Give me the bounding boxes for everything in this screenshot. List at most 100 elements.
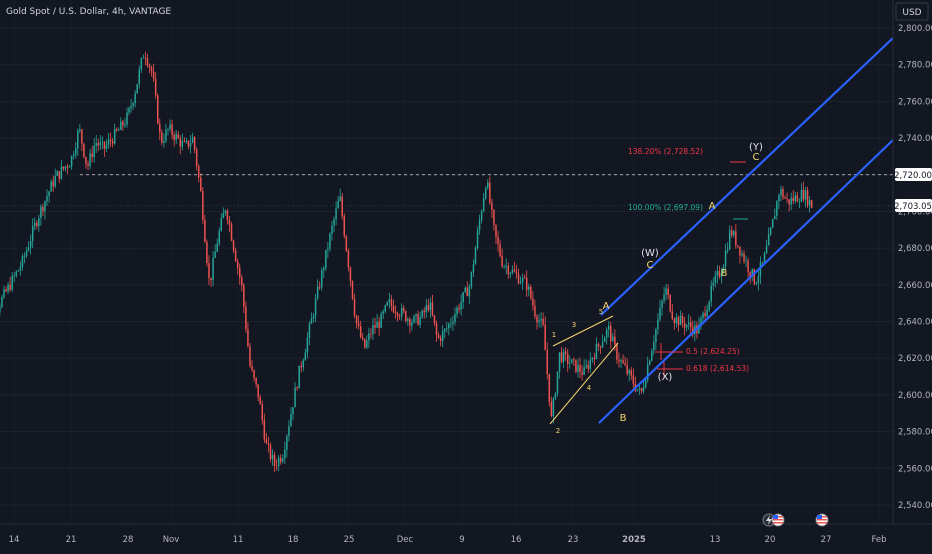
price-tick-label: 2,580.00: [898, 428, 932, 438]
candle-body: [737, 245, 739, 247]
time-tick-label: Nov: [163, 535, 180, 545]
candle-body: [441, 331, 444, 341]
candle-body: [296, 387, 298, 389]
candle-body: [230, 224, 233, 241]
time-tick-label: 21: [66, 535, 77, 545]
candle-body: [655, 329, 657, 343]
candle-body: [735, 231, 737, 246]
price-tick-label: 2,600.00: [898, 391, 932, 401]
candle-body: [13, 275, 15, 277]
candle-body: [771, 219, 774, 228]
candle-body: [255, 377, 257, 385]
candle-body: [730, 230, 733, 236]
candle-body: [614, 336, 616, 345]
candle-body: [113, 129, 116, 144]
wave-label: C: [647, 260, 654, 271]
candle-body: [511, 269, 514, 274]
time-tick-label: 2025: [622, 535, 646, 545]
candle-body: [792, 197, 794, 201]
candle-body: [530, 286, 532, 299]
candle-body: [482, 198, 485, 212]
candle-body: [87, 163, 89, 166]
candle-body: [236, 261, 239, 268]
candle-body: [466, 287, 469, 297]
candle-body: [177, 134, 179, 139]
time-axis[interactable]: 14 21 28 Nov 11 18 25 Dec 9 16 23 2025 13 20 27 Feb: [9, 535, 887, 545]
price-tick-label: 2,700.00: [898, 207, 932, 217]
candle-body: [212, 257, 214, 281]
candle-body: [165, 129, 167, 141]
price-tick-label: 2,800.00: [898, 24, 932, 34]
candle-body: [411, 322, 413, 326]
candle-body: [421, 310, 423, 318]
price-tick-label: 2,680.00: [898, 244, 932, 254]
candle-body: [751, 269, 753, 277]
candle-body: [58, 171, 61, 179]
candle-body: [376, 321, 378, 328]
candle-body: [724, 250, 727, 267]
candle-body: [70, 156, 73, 167]
candle-body: [253, 370, 255, 378]
candle-body: [7, 284, 9, 292]
candle-body: [456, 307, 458, 315]
candle-body: [56, 171, 59, 176]
candle-body: [419, 317, 421, 325]
candle-body: [810, 200, 813, 208]
candle-body: [671, 311, 674, 319]
candle-body: [540, 318, 542, 321]
candle-body: [72, 154, 75, 157]
candle-body: [115, 129, 118, 131]
candle-body: [806, 190, 809, 206]
candle-body: [220, 218, 223, 231]
level-price-tag: [895, 168, 932, 181]
candle-body: [337, 200, 339, 209]
candle-body: [759, 262, 762, 277]
candle-body: [183, 140, 186, 142]
wave-label: 1: [552, 331, 556, 339]
wave-label: B: [620, 413, 627, 424]
candle-body: [259, 397, 261, 405]
candle-body: [663, 294, 665, 302]
candle-body: [587, 365, 589, 369]
candle-body: [581, 371, 583, 375]
currency-box[interactable]: [895, 2, 929, 21]
candle-body: [48, 191, 50, 197]
time-tick-label: 18: [288, 535, 299, 545]
us-flag-icon[interactable]: [815, 513, 829, 527]
candle-body: [499, 244, 501, 256]
candle-body: [380, 313, 382, 328]
candle-body: [525, 277, 528, 290]
candle-body: [148, 65, 151, 68]
candle-body: [536, 316, 538, 323]
candle-body: [226, 210, 229, 221]
candle-body: [632, 375, 635, 384]
fib-label: 0.5 (2,624.25): [686, 347, 740, 356]
candle-body: [800, 189, 803, 202]
candle-body: [743, 253, 745, 262]
candle-body: [501, 255, 503, 267]
candle-body: [159, 123, 161, 133]
candle-body: [271, 454, 274, 459]
candle-body: [804, 190, 807, 200]
candle-body: [241, 277, 243, 286]
candle-body: [435, 323, 438, 335]
candle-body: [185, 140, 188, 142]
candle-body: [601, 342, 604, 348]
us-flag-icon[interactable]: [771, 513, 785, 527]
candle-body: [267, 443, 270, 445]
candle-body: [68, 166, 71, 168]
candle-body: [384, 305, 387, 312]
candle-body: [290, 413, 292, 427]
candle-body: [62, 166, 65, 169]
candle-body: [569, 363, 571, 364]
candle-body: [681, 315, 684, 323]
candle-body: [200, 177, 202, 192]
candle-body: [364, 339, 366, 348]
candle-body: [150, 67, 153, 72]
candle-body: [214, 251, 216, 258]
candle-body: [651, 350, 653, 361]
candle-body: [79, 129, 81, 132]
candle-body: [91, 153, 93, 158]
